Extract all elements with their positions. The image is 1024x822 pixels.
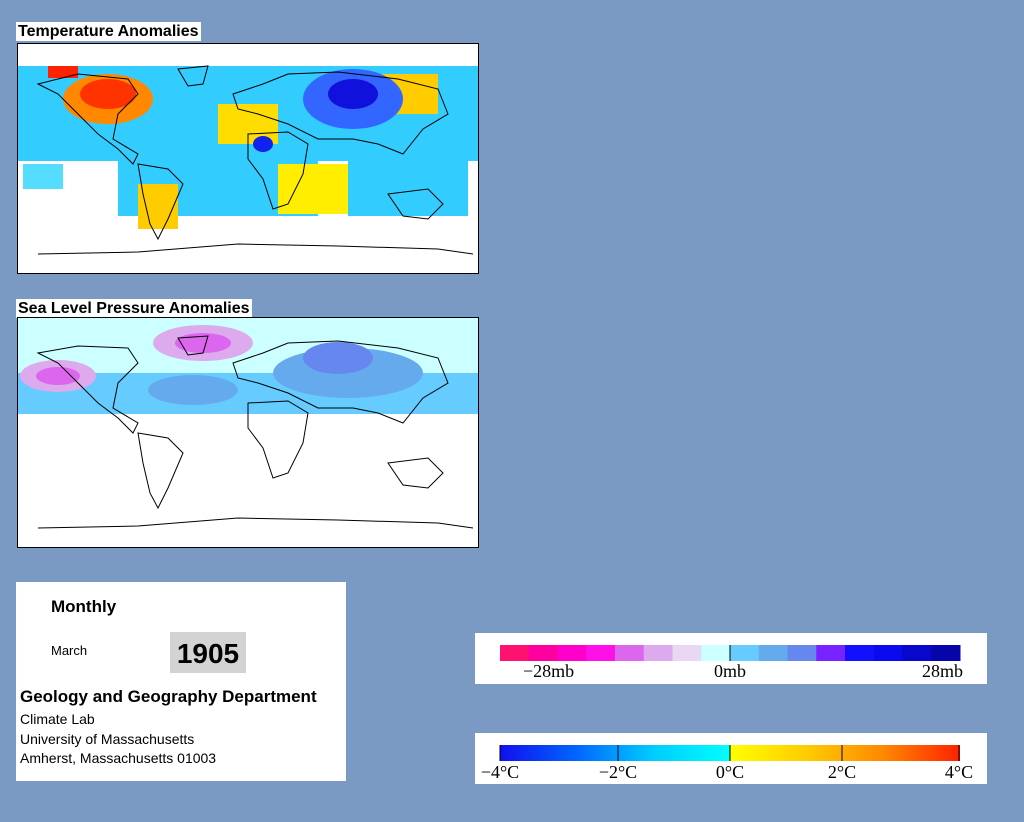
pressure-legend-swatch: [615, 645, 645, 661]
anomaly-field: [148, 375, 238, 405]
pressure-legend-max-label: 28mb: [922, 661, 963, 681]
pressure-legend-swatch: [672, 645, 702, 661]
temperature-anomaly-map: [17, 43, 479, 274]
temperature-legend-label-4: 4°C: [945, 762, 973, 782]
anomaly-field: [328, 79, 378, 109]
period-label: Monthly: [51, 597, 117, 616]
department-name: Geology and Geography Department: [20, 687, 317, 706]
pressure-legend-swatch: [902, 645, 932, 661]
pressure-legend-zero-label: 0mb: [714, 661, 746, 681]
pressure-color-legend: −28mb 0mb 28mb: [475, 633, 987, 684]
anomaly-field: [80, 79, 136, 109]
pressure-anomaly-map: [17, 317, 479, 548]
pressure-legend-swatch: [557, 645, 587, 661]
temperature-color-legend: −4°C −2°C 0°C 2°C 4°C: [475, 733, 987, 784]
info-panel: Monthly March 1905 Geology and Geography…: [16, 582, 346, 781]
coastline-outline: [36, 335, 474, 529]
pressure-map-title: Sea Level Pressure Anomalies: [16, 299, 252, 318]
pressure-legend-swatch: [586, 645, 616, 661]
anomaly-field: [278, 164, 348, 214]
temperature-legend-ticks: [499, 745, 960, 761]
month-label: March: [51, 643, 88, 658]
pressure-legend-min-label: −28mb: [523, 661, 574, 681]
pressure-legend-swatch: [931, 645, 961, 661]
pressure-legend-swatch: [701, 645, 731, 661]
anomaly-field: [175, 333, 231, 353]
pressure-legend-swatch: [873, 645, 903, 661]
anomaly-field: [348, 161, 468, 216]
lab-name: Climate Lab: [20, 711, 95, 727]
address-line: Amherst, Massachusetts 01003: [20, 750, 217, 766]
pressure-legend-swatch: [787, 645, 817, 661]
temperature-legend-label-2: 0°C: [716, 762, 744, 782]
temperature-legend-label-1: −2°C: [599, 762, 637, 782]
coastline-outline: [36, 65, 474, 255]
pressure-legend-swatch: [816, 645, 846, 661]
pressure-legend-swatch: [528, 645, 558, 661]
pressure-legend-swatch: [643, 645, 673, 661]
anomaly-field: [23, 164, 63, 189]
anomaly-field: [36, 367, 80, 385]
temperature-legend-label-0: −4°C: [481, 762, 519, 782]
pressure-legend-swatch: [845, 645, 875, 661]
anomaly-field: [303, 342, 373, 374]
pressure-legend-swatch: [730, 645, 760, 661]
anomaly-field: [48, 66, 78, 78]
year-display: 1905: [170, 632, 246, 673]
pressure-legend-swatch: [758, 645, 788, 661]
temperature-map-title: Temperature Anomalies: [16, 22, 201, 41]
university-name: University of Massachusetts: [20, 731, 195, 747]
no-data-area: [18, 229, 478, 273]
temperature-legend-label-3: 2°C: [828, 762, 856, 782]
anomaly-field: [138, 184, 178, 234]
pressure-legend-swatch: [500, 645, 530, 661]
anomaly-field: [253, 136, 273, 152]
